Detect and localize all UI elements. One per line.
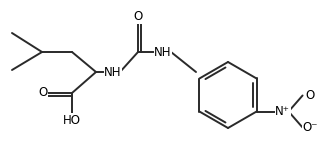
Text: O: O — [305, 89, 314, 102]
Text: NH: NH — [104, 66, 122, 78]
Text: N⁺: N⁺ — [275, 105, 290, 118]
Text: O: O — [133, 11, 143, 24]
Text: O⁻: O⁻ — [303, 121, 318, 134]
Text: O: O — [38, 86, 48, 100]
Text: NH: NH — [154, 46, 172, 58]
Text: HO: HO — [63, 113, 81, 126]
